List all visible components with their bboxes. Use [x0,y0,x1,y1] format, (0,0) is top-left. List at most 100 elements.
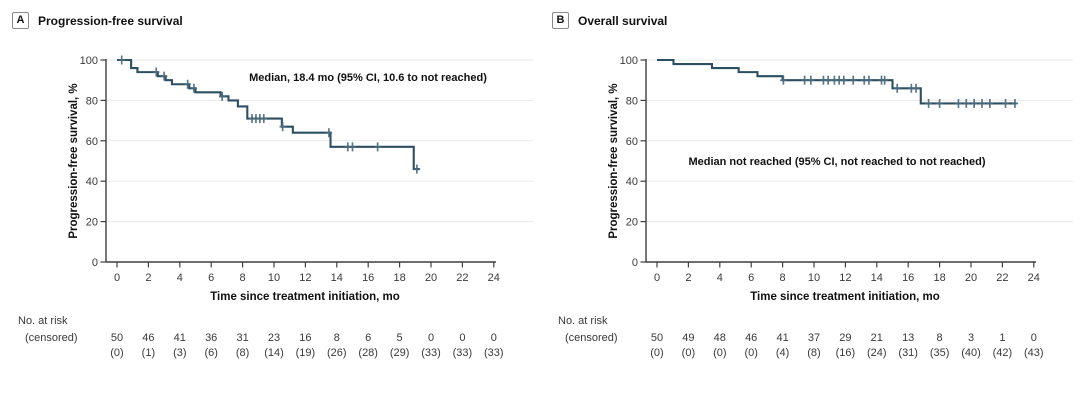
at-risk-count: 0 [1031,332,1037,344]
censored-count: (8) [807,347,820,359]
svg-text:2: 2 [145,272,151,284]
svg-text:8: 8 [780,272,786,284]
censored-count: (1) [142,347,155,359]
axes [100,59,496,268]
censored-count: (0) [744,347,757,359]
svg-text:10: 10 [268,272,280,284]
at-risk-count: 49 [682,332,694,344]
censored-label: (censored) [565,332,618,344]
censored-count: (16) [836,347,856,359]
svg-text:40: 40 [626,176,638,188]
y-axis-label: Progression-free survival, % [608,83,620,238]
svg-text:4: 4 [717,272,723,284]
censored-count: (26) [327,347,347,359]
censored-count: (0) [650,347,663,359]
censored-count: (0) [713,347,726,359]
at-risk-count: 41 [174,332,186,344]
svg-text:18: 18 [393,272,405,284]
censored-count: (4) [776,347,789,359]
svg-text:60: 60 [626,136,638,148]
at-risk-count: 3 [968,332,974,344]
svg-text:6: 6 [748,272,754,284]
svg-text:20: 20 [425,272,437,284]
at-risk-table: No. at risk (censored) 50 (0) 49 (0) 48 (0) 46 (0… [558,315,1044,359]
svg-text:14: 14 [871,272,883,284]
panel-overall-survival: B Overall survival 0 20 40 60 80 100 0 2 4 6 8 10 12… [540,0,1080,400]
at-risk-count: 0 [428,332,434,344]
svg-text:22: 22 [456,272,468,284]
censored-count: (8) [236,347,249,359]
at-risk-count: 8 [937,332,943,344]
svg-text:20: 20 [965,272,977,284]
svg-text:2: 2 [685,272,691,284]
censored-label: (censored) [25,332,78,344]
at-risk-table: No. at risk(censored) 50(0)46(1)41(3)36(6… [18,315,504,359]
at-risk-count: 23 [268,332,280,344]
at-risk-count: 1 [999,332,1005,344]
at-risk-count: 36 [205,332,217,344]
censor-marks [118,55,421,174]
censored-count: (29) [390,347,410,359]
censored-count: (33) [421,347,441,359]
svg-text:12: 12 [839,272,851,284]
censored-count: (0) [110,347,123,359]
svg-text:4: 4 [177,272,183,284]
axes [640,59,1036,268]
at-risk-count: 0 [459,332,465,344]
censored-count: (31) [898,347,918,359]
svg-text:0: 0 [632,257,638,269]
svg-text:16: 16 [362,272,374,284]
at-risk-count: 21 [871,332,883,344]
censored-count: (0) [682,347,695,359]
at-risk-count: 46 [142,332,154,344]
at-risk-count: 29 [839,332,851,344]
y-axis-label: Progression-free survival, % [68,83,80,238]
svg-text:16: 16 [902,272,914,284]
at-risk-count: 31 [236,332,248,344]
svg-text:0: 0 [654,272,660,284]
censor-marks [780,75,1019,108]
panel-a-header: A Progression-free survival [12,12,183,29]
censored-count: (6) [204,347,217,359]
censored-count: (35) [930,347,950,359]
svg-text:100: 100 [620,55,638,67]
median-annotation: Median, 18.4 mo (95% CI, 10.6 to not rea… [249,72,487,84]
at-risk-count: 5 [397,332,403,344]
censored-count: (3) [173,347,186,359]
svg-text:24: 24 [1028,272,1040,284]
at-risk-count: 0 [491,332,497,344]
y-gridlines [646,59,1073,223]
censored-count: (24) [867,347,887,359]
svg-text:80: 80 [86,95,98,107]
svg-text:18: 18 [933,272,945,284]
median-annotation: Median not reached (95% CI, not reached … [688,156,985,168]
at-risk-count: 50 [651,332,663,344]
svg-text:80: 80 [626,95,638,107]
svg-text:0: 0 [114,272,120,284]
at-risk-count: 46 [745,332,757,344]
at-risk-count: 6 [365,332,371,344]
svg-text:14: 14 [331,272,343,284]
censored-count: (19) [296,347,316,359]
x-axis-label: Time since treatment initiation, mo [750,291,940,303]
censored-count: (40) [961,347,981,359]
svg-text:22: 22 [996,272,1008,284]
y-gridlines [106,59,533,223]
panel-b-header: B Overall survival [552,12,667,29]
at-risk-count: 50 [111,332,123,344]
svg-text:12: 12 [299,272,311,284]
censored-count: (14) [264,347,284,359]
svg-text:20: 20 [86,217,98,229]
at-risk-count: 48 [714,332,726,344]
at-risk-count: 16 [299,332,311,344]
panel-b-letter-badge: B [552,12,569,29]
censored-count: (42) [993,347,1013,359]
svg-text:0: 0 [92,257,98,269]
censored-count: (33) [484,347,504,359]
x-axis-label: Time since treatment initiation, mo [210,291,400,303]
at-risk-count: 13 [902,332,914,344]
